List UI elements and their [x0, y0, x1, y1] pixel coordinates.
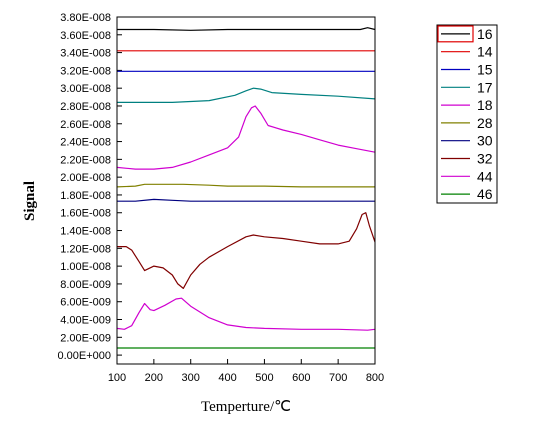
x-tick-label: 300 [182, 372, 200, 384]
y-tick-label: 2.20E-008 [60, 154, 111, 166]
y-tick-label: 3.80E-008 [60, 12, 111, 24]
y-tick-label: 3.60E-008 [60, 30, 111, 42]
y-tick-label: 2.00E-009 [60, 332, 111, 344]
series-line-17 [117, 87, 376, 104]
y-tick-label: 2.80E-008 [60, 101, 111, 113]
y-tick-label: 8.00E-009 [60, 279, 111, 291]
x-tick-label: 500 [255, 372, 273, 384]
legend-label: 30 [477, 133, 493, 149]
y-tick-label: 3.40E-008 [60, 48, 111, 60]
x-tick-label: 100 [108, 372, 126, 384]
legend-label: 16 [477, 26, 493, 42]
x-tick-label: 200 [145, 372, 163, 384]
y-tick-label: 3.00E-008 [60, 83, 111, 95]
legend-frame [436, 24, 498, 204]
series-line-16 [117, 27, 376, 31]
x-tick-label: 800 [366, 372, 384, 384]
y-tick-label: 1.60E-008 [60, 208, 111, 220]
y-tick-label: 1.00E-008 [60, 261, 111, 273]
y-tick-label: 1.40E-008 [60, 226, 111, 238]
y-tick-label: 3.20E-008 [60, 65, 111, 77]
legend-label: 14 [477, 44, 493, 60]
legend-label: 32 [477, 151, 493, 167]
x-tick-label: 600 [292, 372, 310, 384]
legend-label: 46 [477, 186, 493, 202]
legend-label: 44 [477, 168, 493, 184]
y-tick-label: 2.00E-008 [60, 172, 111, 184]
series-line-18 [116, 105, 376, 170]
y-tick-label: 6.00E-009 [60, 297, 111, 309]
y-tick-label: 1.20E-008 [60, 243, 111, 255]
series-line-44 [116, 297, 376, 331]
x-axis-title: Temperture/℃ [201, 399, 291, 415]
y-axis-ticks: 0.00E+000 2.00E-009 4.00E-009 6.00E-009 8.00… [57, 12, 122, 362]
y-tick-label: 4.00E-009 [60, 315, 111, 327]
legend-selection-highlight [437, 25, 474, 43]
x-axis-ticks: 100 200 300 400 500 600 700 800 [108, 359, 384, 384]
plot-area-frame [116, 16, 376, 365]
series-layer [116, 27, 376, 349]
series-line-30 [117, 198, 375, 202]
legend-label: 17 [477, 79, 493, 95]
y-axis-title: Signal [22, 181, 38, 221]
legend-label: 15 [477, 62, 493, 78]
legend-label: 28 [477, 115, 493, 131]
y-tick-label: 0.00E+000 [57, 350, 111, 362]
y-tick-label: 1.80E-008 [60, 190, 111, 202]
series-line-28 [116, 183, 375, 188]
y-tick-label: 2.60E-008 [60, 119, 111, 131]
x-tick-label: 700 [329, 372, 347, 384]
series-line-32 [117, 212, 376, 289]
y-tick-label: 2.40E-008 [60, 137, 111, 149]
legend-label: 18 [477, 97, 493, 113]
x-tick-label: 400 [218, 372, 236, 384]
